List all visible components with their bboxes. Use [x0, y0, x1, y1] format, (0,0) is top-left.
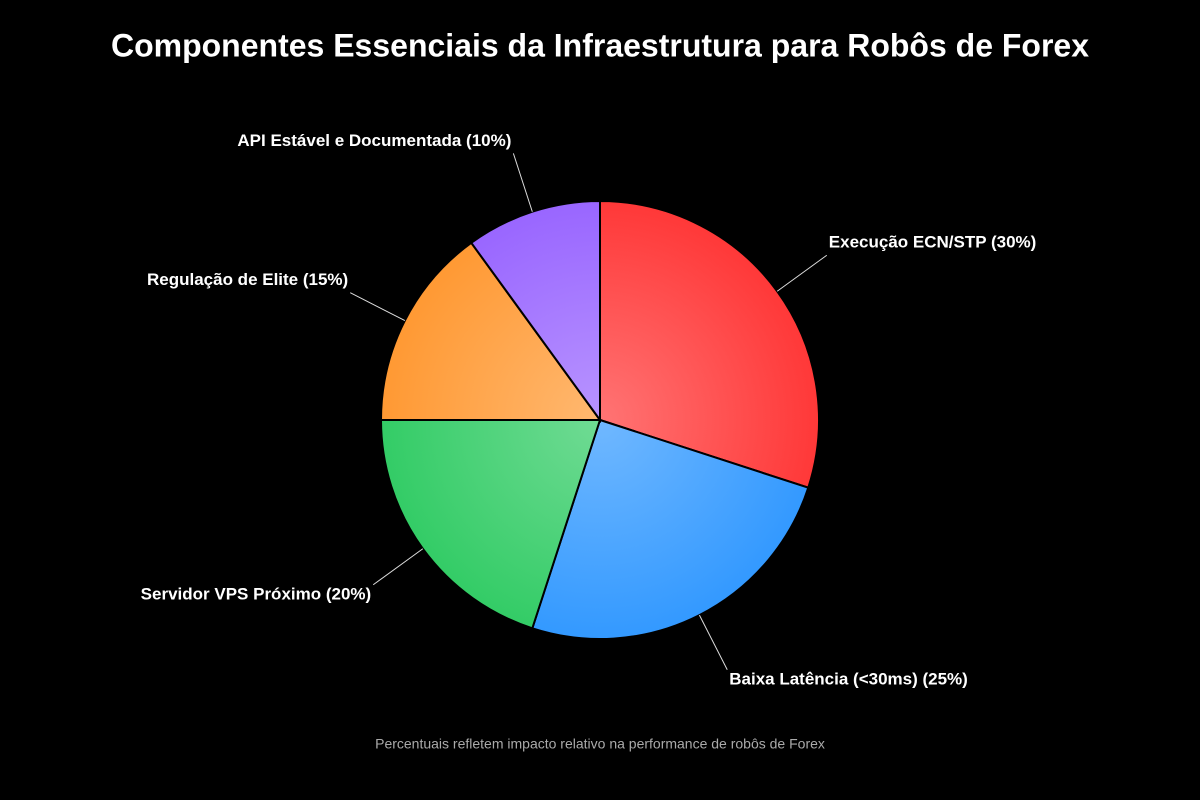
pie-slice: [531, 418, 810, 640]
leader-line: [350, 292, 406, 322]
leader-line: [372, 548, 424, 586]
slice-label: Baixa Latência (<30ms) (25%): [729, 669, 968, 688]
leader-line: [512, 153, 533, 212]
leader-line: [698, 614, 728, 670]
leader-line: [776, 254, 828, 292]
pie-slice: [379, 419, 602, 630]
slice-label: API Estável e Documentada (10%): [237, 131, 511, 150]
chart-subtitle: Percentuais refletem impacto relativo na…: [375, 736, 825, 752]
slice-label: Regulação de Elite (15%): [147, 270, 348, 289]
pie-slice: [379, 241, 602, 421]
slice-label: Execução ECN/STP (30%): [829, 233, 1037, 252]
chart-title: Componentes Essenciais da Infraestrutura…: [111, 27, 1089, 63]
pie-slice: [599, 199, 820, 489]
slice-label: Servidor VPS Próximo (20%): [141, 584, 372, 603]
